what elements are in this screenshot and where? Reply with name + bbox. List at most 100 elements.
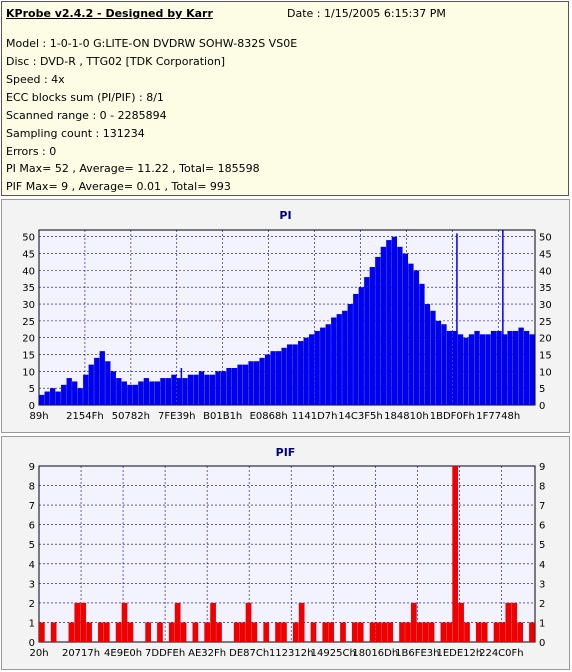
pif-ytick-right: 5 (539, 540, 545, 551)
pif-xtick: AE32Fh (188, 648, 226, 659)
pif-bar (452, 466, 459, 642)
pi-bar (353, 293, 359, 405)
pif-bar (440, 622, 447, 642)
pif-bar (422, 622, 429, 642)
pi-bar (132, 384, 138, 405)
pif-bar (98, 622, 104, 642)
pi-bar (309, 334, 315, 405)
pi-bar (270, 351, 276, 405)
pi-bar (193, 374, 199, 405)
pif-bar (458, 602, 464, 642)
pif-ytick-right: 3 (539, 579, 545, 590)
pif-bar (381, 622, 388, 642)
pif-xtick: 7DDFEh (145, 648, 185, 659)
pi-xtick: 1F7748h (476, 411, 520, 422)
pif-bar (80, 602, 87, 642)
pi-bar (105, 361, 111, 405)
pif-ytick-right: 7 (539, 501, 545, 512)
pi-bar (375, 256, 381, 405)
pi-bar (44, 391, 50, 405)
pif-chart-panel: PIF 0 0 1 1 2 2 3 3 4 4 5 5 6 6 7 7 8 8 9 9 20h 20717h 4E9E0h 7… (1, 436, 570, 670)
pi-xtick: 14C3F5h (338, 411, 383, 422)
pi-bar (430, 310, 436, 405)
pi-xtick: 184810h (384, 411, 429, 422)
pi-bar (419, 283, 425, 405)
pi-bar (424, 304, 431, 405)
pi-bar (347, 304, 353, 405)
pi-bar (463, 337, 469, 405)
pi-bar (452, 330, 458, 405)
pi-bar (99, 351, 105, 405)
pif-bar (145, 622, 151, 642)
pif-ytick-right: 1 (539, 618, 545, 629)
speed-line: Speed : 4x (6, 73, 65, 86)
pi-bar (110, 371, 116, 405)
pif-ytick-left: 5 (29, 540, 35, 551)
pi-stats-line: PI Max= 52 , Average= 11.22 , Total= 185… (6, 162, 260, 175)
pi-bar (61, 384, 67, 405)
pi-ytick-right: 35 (539, 283, 552, 294)
pif-bar (322, 622, 329, 642)
pi-xtick: 89h (29, 411, 48, 422)
pi-ytick-right: 45 (539, 250, 552, 261)
pif-bar (210, 602, 216, 642)
pi-bar (336, 314, 342, 405)
pif-bar (168, 622, 175, 642)
pi-bar (485, 334, 491, 405)
pi-bar (237, 364, 243, 405)
pif-ytick-right: 4 (539, 560, 545, 571)
app-title: KProbe v2.4.2 - Designed by Karr (6, 7, 213, 20)
pi-ytick-left: 10 (22, 367, 35, 378)
info-panel: KProbe v2.4.2 - Designed by Karr Date : … (1, 1, 569, 196)
pif-ytick-right: 2 (539, 599, 545, 610)
pi-bar (154, 381, 161, 405)
pif-bar (180, 622, 187, 642)
pi-xtick: 50782h (112, 411, 150, 422)
pi-bar (496, 330, 502, 405)
pi-bar (39, 394, 45, 405)
pi-bar (441, 324, 447, 405)
pi-bar (380, 246, 386, 405)
pi-bar (490, 330, 497, 405)
pi-bar (55, 391, 61, 405)
pi-bar (529, 334, 535, 405)
pif-bar (245, 602, 252, 642)
pif-bar (298, 602, 305, 642)
pi-bar (408, 263, 414, 405)
disc-line: Disc : DVD-R , TTG02 [TDK Corporation] (6, 55, 226, 68)
scan-date: Date : 1/15/2005 6:15:37 PM (287, 7, 446, 20)
pi-bar (298, 341, 304, 405)
pi-bar (77, 388, 83, 405)
pif-ytick-left: 2 (29, 599, 35, 610)
errors-line: Errors : 0 (6, 145, 57, 158)
pi-bar (507, 330, 513, 405)
pif-bar (387, 622, 394, 642)
pi-bar (72, 381, 78, 405)
pif-xtick: 20h (29, 648, 48, 659)
pi-bar (364, 277, 370, 405)
pif-bar (340, 622, 346, 642)
pi-bar (523, 330, 530, 405)
pi-ytick-right: 25 (539, 317, 552, 328)
pif-xtick: DE87Ch (229, 648, 269, 659)
pi-bar (457, 334, 464, 405)
pi-bar (331, 317, 337, 405)
pi-xtick: E0868h (250, 411, 288, 422)
pif-bar (103, 622, 110, 642)
pi-ytick-left: 0 (29, 401, 35, 412)
pif-bar (74, 602, 81, 642)
pif-bar (405, 622, 411, 642)
pi-bar (138, 381, 144, 405)
pi-bar (512, 330, 519, 405)
pi-bar (292, 344, 298, 405)
pi-bar (413, 270, 420, 405)
pif-xtick: 4E9E0h (104, 648, 142, 659)
pi-ytick-left: 50 (22, 233, 35, 244)
pi-ytick-left: 35 (22, 283, 35, 294)
pi-bar (198, 371, 205, 405)
pi-bar (209, 374, 216, 405)
pi-bar (281, 347, 287, 405)
pif-ytick-right: 0 (539, 638, 545, 649)
pif-xtick: 14925Ch (311, 648, 356, 659)
pi-ytick-right: 50 (539, 233, 552, 244)
